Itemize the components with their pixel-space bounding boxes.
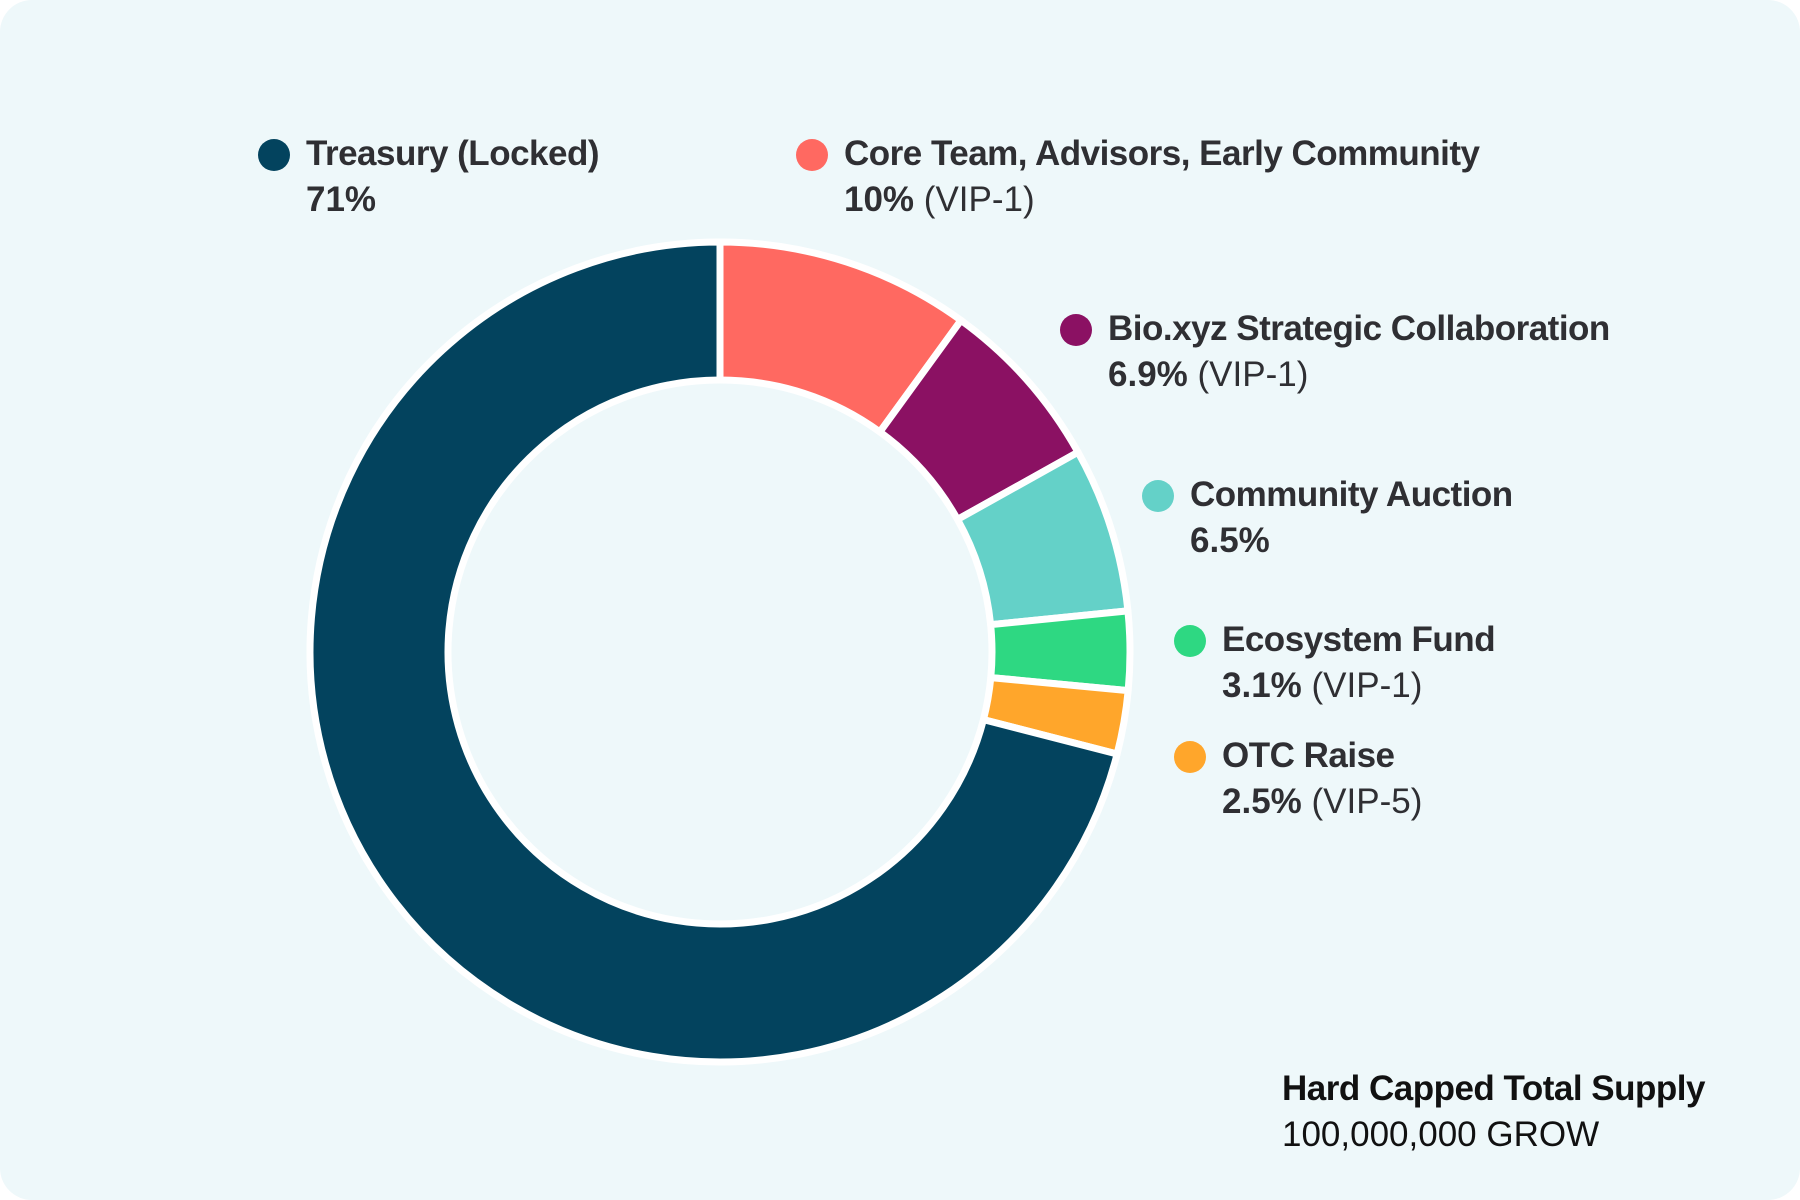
- legend-note-otc-raise: (VIP-5): [1311, 782, 1423, 821]
- total-supply-block: Hard Capped Total Supply 100,000,000 GRO…: [1282, 1066, 1705, 1158]
- legend-pct-treasury: 71%: [306, 180, 377, 219]
- legend-label-community-auction: Community Auction: [1190, 475, 1513, 514]
- total-supply-amount: 100,000,000 GROW: [1282, 1115, 1600, 1154]
- legend-pct-bio-xyz: 6.9%: [1108, 355, 1188, 394]
- legend-label-bio-xyz: Bio.xyz Strategic Collaboration: [1108, 309, 1610, 348]
- legend-pct-core-team: 10%: [844, 180, 915, 219]
- legend-label-treasury: Treasury (Locked): [306, 134, 600, 173]
- legend-value-core-team: 10% (VIP-1): [844, 177, 1035, 223]
- legend-value-treasury: 71%: [306, 177, 376, 223]
- legend-pct-ecosystem-fund: 3.1%: [1222, 666, 1302, 705]
- legend-dot-core-team: [796, 139, 828, 171]
- legend-note-core-team: (VIP-1): [923, 180, 1035, 219]
- legend-value-otc-raise: 2.5% (VIP-5): [1222, 779, 1422, 825]
- legend-value-ecosystem-fund: 3.1% (VIP-1): [1222, 663, 1422, 709]
- legend-label-ecosystem-fund: Ecosystem Fund: [1222, 620, 1496, 659]
- legend-label-otc-raise: OTC Raise: [1222, 736, 1395, 775]
- legend-dot-treasury: [258, 139, 290, 171]
- legend-value-community-auction: 6.5%: [1190, 518, 1270, 564]
- total-supply-title: Hard Capped Total Supply: [1282, 1069, 1705, 1108]
- slice-treasury: [306, 238, 1121, 1066]
- legend-value-bio-xyz: 6.9% (VIP-1): [1108, 352, 1308, 398]
- legend-dot-community-auction: [1142, 480, 1174, 512]
- legend-note-bio-xyz: (VIP-1): [1197, 355, 1309, 394]
- legend-pct-otc-raise: 2.5%: [1222, 782, 1302, 821]
- legend-note-ecosystem-fund: (VIP-1): [1311, 666, 1423, 705]
- legend-dot-bio-xyz: [1060, 314, 1092, 346]
- legend-label-core-team: Core Team, Advisors, Early Community: [844, 134, 1480, 173]
- legend-dot-ecosystem-fund: [1174, 625, 1206, 657]
- legend-dot-otc-raise: [1174, 741, 1206, 773]
- legend-pct-community-auction: 6.5%: [1190, 521, 1270, 560]
